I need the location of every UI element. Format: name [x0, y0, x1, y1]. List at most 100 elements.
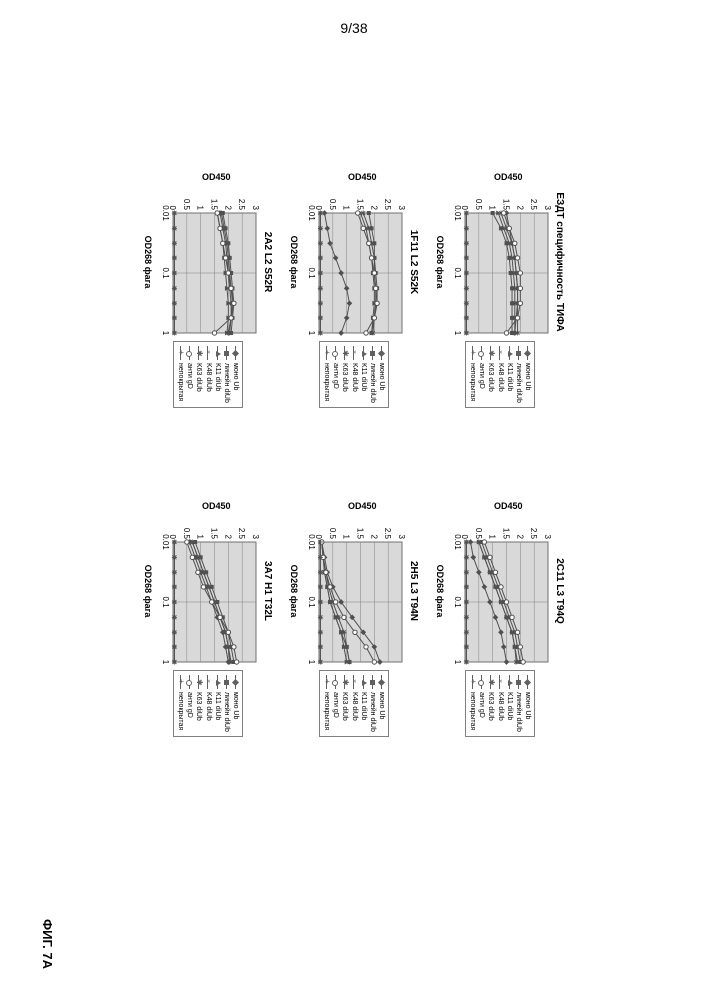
chart-svg: 00.511.522.530.010.11: [301, 516, 406, 666]
legend-label: линейн diUb: [368, 692, 377, 732]
legend-label: K48 diUb: [349, 363, 358, 392]
legend-item: + непокрытая: [322, 346, 331, 403]
legend-label: K11 diUb: [505, 363, 514, 391]
panel-title: 2H5 L3 T94N: [408, 560, 419, 620]
svg-text:2.5: 2.5: [529, 198, 538, 210]
legend-item: + непокрытая: [322, 675, 331, 732]
legend: моно Ub линейн diUb K11 diUb × K48 diUb …: [319, 341, 389, 408]
legend-item: × K48 diUb: [349, 675, 358, 732]
legend-item: ✱ K63 diUb: [340, 675, 349, 732]
legend-item: моно Ub: [523, 675, 532, 732]
svg-text:0.1: 0.1: [307, 267, 316, 279]
legend-item: K11 diUb: [505, 675, 514, 732]
legend: моно Ub линейн diUb K11 diUb × K48 diUb …: [465, 670, 535, 737]
panel-title: 3A7 H1 T32L: [262, 560, 273, 620]
legend-item: моно Ub: [377, 675, 386, 732]
svg-text:1.5: 1.5: [356, 198, 365, 210]
chart-svg: 00.511.522.530.010.11: [447, 516, 552, 666]
chart-panel: OD450 3A7 H1 T32L 00.511.522.530.010.11 …: [143, 500, 273, 811]
legend-item: K11 diUb: [359, 675, 368, 732]
legend: моно Ub линейн diUb K11 diUb × K48 diUb …: [465, 341, 535, 408]
legend-item: ✱ K63 diUb: [486, 675, 495, 732]
legend-item: + непокрытая: [468, 675, 477, 732]
legend-label: линейн diUb: [514, 692, 523, 732]
legend-item: ✱ K63 diUb: [340, 346, 349, 403]
svg-text:1: 1: [307, 659, 316, 664]
legend-item: моно Ub: [377, 346, 386, 403]
svg-text:3: 3: [397, 534, 406, 539]
legend-item: линейн diUb: [222, 675, 231, 732]
x-axis-label: OD268 фага: [435, 564, 445, 617]
svg-text:0.5: 0.5: [182, 198, 191, 210]
legend-item: × K48 diUb: [203, 675, 212, 732]
svg-text:1: 1: [488, 534, 497, 539]
svg-text:0.01: 0.01: [453, 534, 462, 550]
chart-grid: OD450 ЕЗДТ специфичность ТИФА 00.511.522…: [143, 171, 565, 811]
legend-item: + непокрытая: [176, 346, 185, 403]
chart-panel: OD450 2A2 L2 S52R 00.511.522.530.010.11 …: [143, 171, 273, 482]
svg-text:1.5: 1.5: [210, 527, 219, 539]
legend-item: линейн diUb: [368, 346, 377, 403]
svg-text:2: 2: [223, 534, 232, 539]
svg-text:1: 1: [307, 330, 316, 335]
legend-label: моно Ub: [231, 363, 240, 390]
legend-label: моно Ub: [377, 363, 386, 390]
y-axis-label: OD450: [494, 501, 506, 511]
legend-label: моно Ub: [231, 692, 240, 719]
legend-item: + непокрытая: [468, 346, 477, 403]
legend-item: анти gD: [477, 346, 486, 403]
svg-text:1: 1: [161, 659, 170, 664]
svg-text:1: 1: [196, 534, 205, 539]
svg-text:2: 2: [223, 205, 232, 210]
svg-text:1.5: 1.5: [502, 198, 511, 210]
svg-text:0.5: 0.5: [182, 527, 191, 539]
legend-item: ✱ K63 diUb: [486, 346, 495, 403]
svg-text:0.01: 0.01: [307, 534, 316, 550]
legend: моно Ub линейн diUb K11 diUb × K48 diUb …: [173, 670, 243, 737]
svg-text:1: 1: [453, 659, 462, 664]
legend-label: линейн diUb: [368, 363, 377, 403]
svg-text:1.5: 1.5: [356, 527, 365, 539]
legend-label: анти gD: [477, 363, 486, 389]
svg-text:2.5: 2.5: [383, 527, 392, 539]
svg-text:2.5: 2.5: [237, 198, 246, 210]
legend-label: непокрытая: [468, 363, 477, 401]
svg-text:2: 2: [515, 534, 524, 539]
svg-text:2: 2: [369, 205, 378, 210]
legend-label: анти gD: [185, 363, 194, 389]
svg-text:2.5: 2.5: [529, 527, 538, 539]
legend-label: K63 diUb: [340, 692, 349, 721]
legend-item: анти gD: [331, 346, 340, 403]
svg-text:0.5: 0.5: [328, 198, 337, 210]
legend: моно Ub линейн diUb K11 diUb × K48 diUb …: [319, 670, 389, 737]
legend-label: моно Ub: [523, 692, 532, 719]
y-axis-label: OD450: [348, 172, 360, 182]
y-axis-label: OD450: [348, 501, 360, 511]
chart-panel: OD450 2C11 L3 T94Q 00.511.522.530.010.11…: [435, 500, 565, 811]
svg-text:1.5: 1.5: [502, 527, 511, 539]
svg-text:1: 1: [453, 330, 462, 335]
legend: моно Ub линейн diUb K11 diUb × K48 diUb …: [173, 341, 243, 408]
legend-item: линейн diUb: [222, 346, 231, 403]
legend-label: K48 diUb: [203, 363, 212, 392]
legend-label: K63 diUb: [486, 363, 495, 392]
legend-item: K11 diUb: [213, 675, 222, 732]
legend-item: × K48 diUb: [495, 346, 504, 403]
legend-label: анти gD: [185, 692, 194, 718]
legend-item: × K48 diUb: [203, 346, 212, 403]
figure-caption: ФИГ. 7A: [40, 919, 55, 969]
legend-label: K63 diUb: [340, 363, 349, 392]
legend-label: K11 diUb: [359, 363, 368, 391]
svg-text:0.5: 0.5: [474, 527, 483, 539]
legend-item: K11 diUb: [505, 346, 514, 403]
legend-item: анти gD: [331, 675, 340, 732]
legend-label: K63 diUb: [194, 692, 203, 721]
legend-label: линейн diUb: [514, 363, 523, 403]
legend-label: K11 diUb: [359, 692, 368, 720]
legend-label: K48 diUb: [495, 363, 504, 392]
svg-text:3: 3: [397, 205, 406, 210]
chart-panel: OD450 ЕЗДТ специфичность ТИФА 00.511.522…: [435, 171, 565, 482]
legend-label: непокрытая: [322, 363, 331, 401]
legend-label: непокрытая: [176, 692, 185, 730]
svg-text:0.1: 0.1: [453, 596, 462, 608]
